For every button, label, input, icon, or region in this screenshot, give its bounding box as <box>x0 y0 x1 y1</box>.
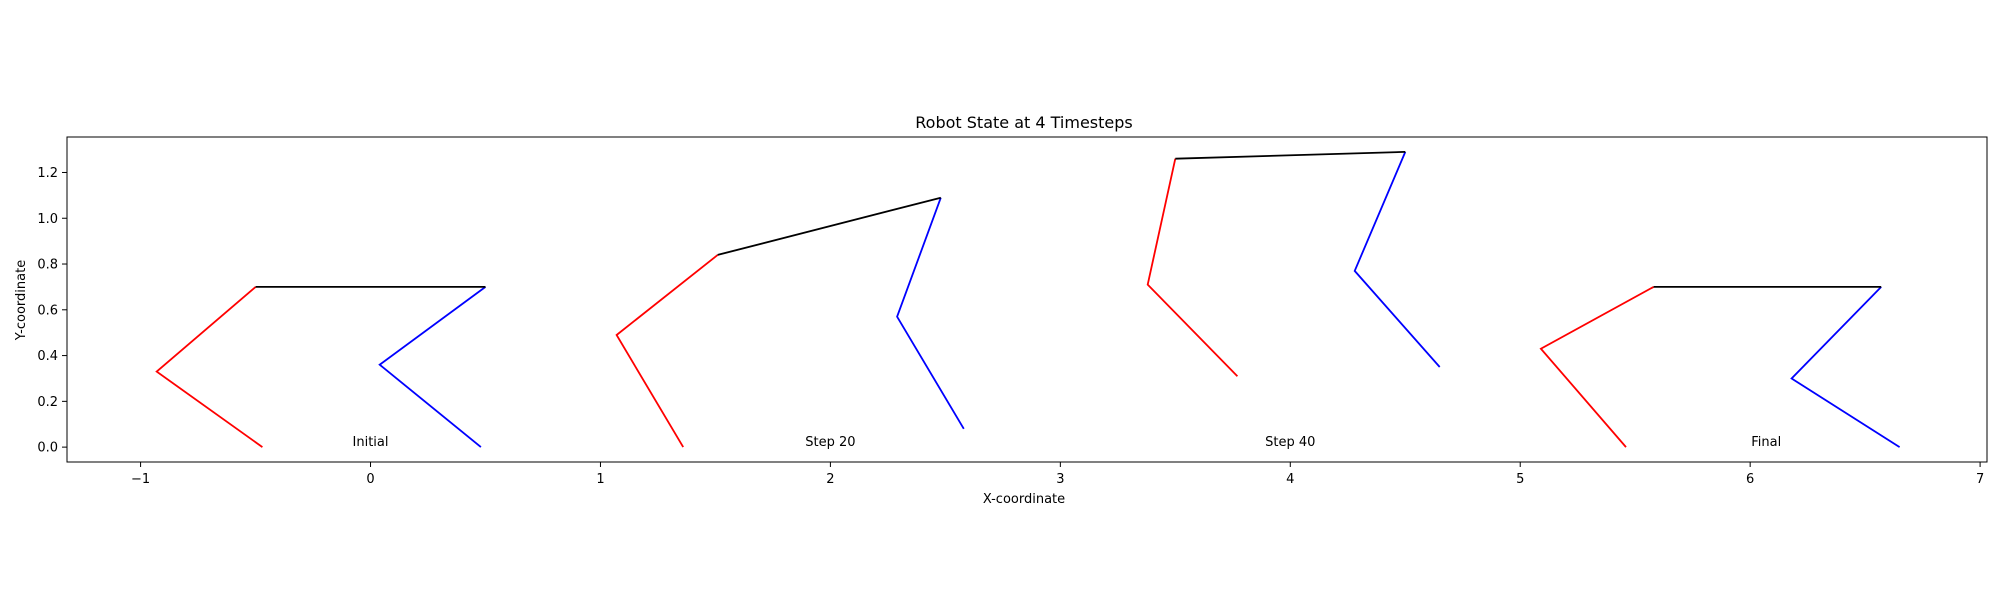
timestep-labels: Initial Step 20 Step 40 Final <box>353 435 1782 450</box>
x-axis: −1 0 1 2 3 4 5 6 7 <box>131 462 1984 487</box>
timestep-0 <box>155 285 487 448</box>
x-axis-label: X-coordinate <box>983 492 1065 507</box>
timestep-label: Initial <box>353 435 389 450</box>
right-leg-line <box>1353 151 1441 368</box>
right-leg-line <box>1790 286 1901 448</box>
right-leg-line <box>378 286 487 448</box>
x-tick-label: 3 <box>1056 472 1064 487</box>
left-leg-line <box>155 286 263 448</box>
x-tick-label: 7 <box>1976 472 1984 487</box>
x-tick-label: −1 <box>131 472 150 487</box>
x-tick-label: 5 <box>1516 472 1524 487</box>
timestep-label: Step 20 <box>805 435 855 450</box>
y-tick-label: 0.4 <box>37 349 58 364</box>
y-tick-label: 0.2 <box>37 395 58 410</box>
y-tick-label: 0.6 <box>37 303 58 318</box>
x-tick-label: 2 <box>826 472 834 487</box>
robot-series <box>155 151 1901 448</box>
x-tick-label: 1 <box>596 472 604 487</box>
y-axis-label: Y-coordinate <box>14 260 29 341</box>
timestep-label: Step 40 <box>1265 435 1315 450</box>
y-tick-label: 0.0 <box>37 441 58 456</box>
timestep-label: Final <box>1751 435 1781 450</box>
timestep-1 <box>615 196 965 448</box>
plot-frame <box>66 136 1988 463</box>
y-tick-label: 1.0 <box>37 212 58 227</box>
timestep-3 <box>1539 285 1901 448</box>
body-line <box>1175 151 1406 160</box>
x-tick-label: 4 <box>1286 472 1294 487</box>
y-tick-label: 1.2 <box>37 166 58 181</box>
left-leg-line <box>1539 286 1655 448</box>
body-line <box>717 196 942 256</box>
x-tick-label: 6 <box>1746 472 1754 487</box>
right-leg-line <box>896 197 965 430</box>
left-leg-line <box>1146 158 1239 377</box>
x-tick-label: 0 <box>366 472 374 487</box>
chart-title: Robot State at 4 Timesteps <box>915 113 1132 132</box>
y-axis: 0.0 0.2 0.4 0.6 0.8 1.0 1.2 <box>37 166 67 456</box>
y-tick-label: 0.8 <box>37 258 58 273</box>
left-leg-line <box>615 254 719 448</box>
timestep-2 <box>1146 151 1441 377</box>
